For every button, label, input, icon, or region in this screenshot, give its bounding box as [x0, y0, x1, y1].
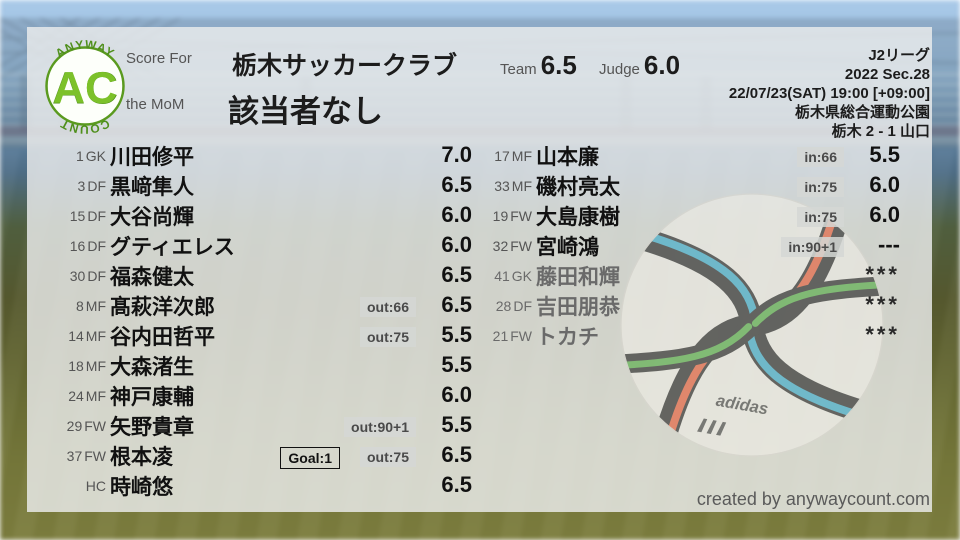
svg-text:AC: AC — [53, 64, 118, 113]
